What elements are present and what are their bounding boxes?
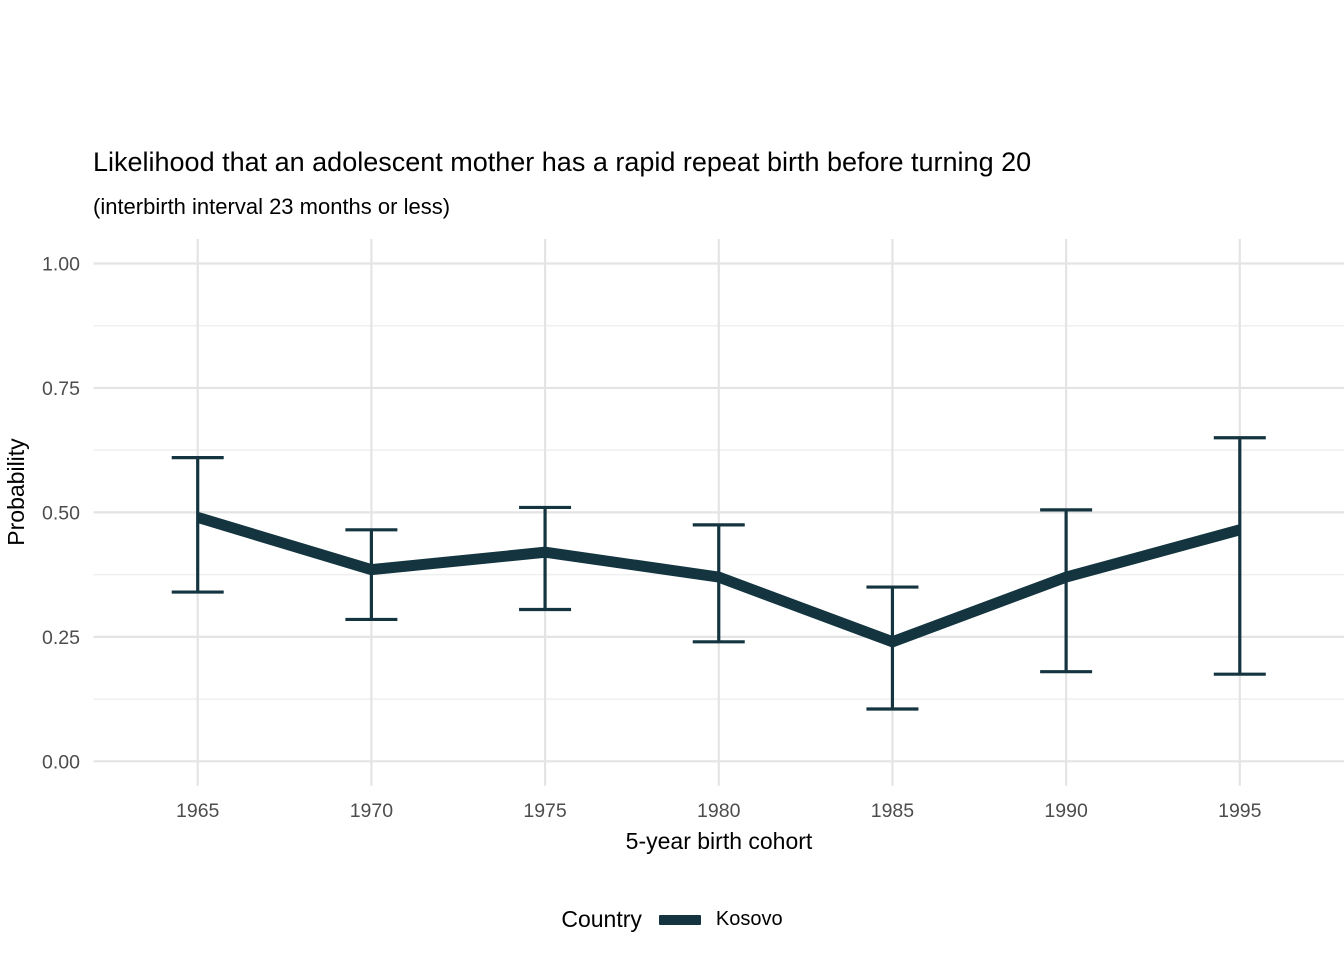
x-tick-label: 1995	[1218, 800, 1262, 822]
x-axis-title: 5-year birth cohort	[625, 828, 813, 854]
legend-label-kosovo: Kosovo	[715, 908, 783, 930]
chart-title: Likelihood that an adolescent mother has…	[93, 147, 1032, 177]
legend: Country Kosovo	[0, 906, 1344, 933]
y-tick-label: 1.00	[42, 254, 80, 276]
x-tick-label: 1975	[523, 800, 567, 822]
y-tick-label: 0.00	[42, 751, 80, 773]
x-tick-label: 1965	[176, 800, 220, 822]
legend-swatch-kosovo	[658, 914, 701, 925]
y-axis-title: Probability	[3, 438, 29, 546]
y-tick-label: 0.75	[42, 378, 80, 400]
y-tick-label: 0.50	[42, 502, 80, 524]
series-line-kosovo	[196, 512, 1242, 648]
x-tick-label: 1985	[871, 800, 915, 822]
x-tick-label: 1970	[350, 800, 394, 822]
legend-title: Country	[561, 906, 642, 932]
chart-subtitle: (interbirth interval 23 months or less)	[93, 194, 451, 219]
x-tick-label: 1980	[697, 800, 741, 822]
y-tick-label: 0.25	[42, 627, 80, 649]
x-tick-label: 1990	[1044, 800, 1088, 822]
